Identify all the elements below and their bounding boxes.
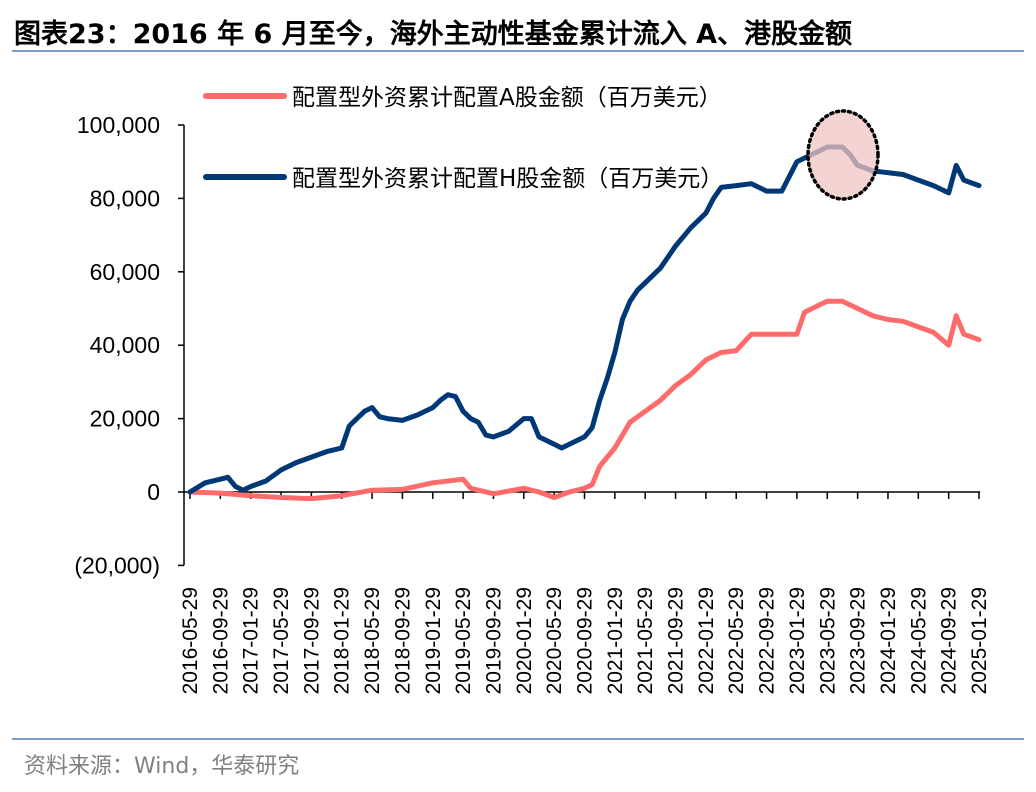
y-tick-label: 0 — [147, 479, 160, 505]
chart-title: 图表23：2016 年 6 月至今，海外主动性基金累计流入 A、港股金额 — [14, 19, 853, 50]
x-tick-label: 2025-01-29 — [968, 587, 991, 694]
x-tick-label: 2016-05-29 — [179, 587, 202, 694]
x-tick-label: 2018-09-29 — [391, 587, 414, 694]
series-line-a-shares — [187, 298, 982, 502]
y-tick-label: 100,000 — [77, 112, 160, 138]
x-tick-label: 2021-09-29 — [665, 587, 688, 694]
x-tick-label: 2020-01-29 — [513, 587, 536, 694]
x-tick-label: 2019-01-29 — [422, 587, 445, 694]
y-tick-label: 60,000 — [90, 259, 160, 285]
source-note: 资料来源：Wind，华泰研究 — [24, 754, 300, 779]
x-tick-label: 2018-01-29 — [331, 587, 354, 694]
x-tick-label: 2020-09-29 — [574, 587, 597, 694]
x-tick-label: 2023-01-29 — [786, 587, 809, 694]
x-tick-label: 2022-05-29 — [725, 587, 748, 694]
highlight-ellipse — [806, 109, 880, 201]
legend-label: 配置型外资累计配置H股金额（百万美元） — [292, 166, 723, 192]
x-tick-label: 2021-01-29 — [604, 587, 627, 694]
x-tick-label: 2017-09-29 — [300, 587, 323, 694]
x-tick-label: 2024-01-29 — [877, 587, 900, 694]
x-tick-label: 2022-09-29 — [756, 587, 779, 694]
x-tick-label: 2017-05-29 — [270, 587, 293, 694]
y-tick-label: 40,000 — [90, 332, 160, 358]
x-tick-label: 2024-09-29 — [938, 587, 961, 694]
x-tick-label: 2017-01-29 — [240, 587, 263, 694]
y-tick-label: 20,000 — [90, 406, 160, 432]
x-tick-label: 2019-09-29 — [482, 587, 505, 694]
x-tick-label: 2020-05-29 — [543, 587, 566, 694]
series-line-h-shares — [187, 144, 982, 495]
y-tick-label: (20,000) — [74, 552, 160, 578]
y-tick-label: 80,000 — [90, 185, 160, 211]
x-tick-label: 2024-05-29 — [907, 587, 930, 694]
x-tick-label: 2016-09-29 — [209, 587, 232, 694]
x-tick-label: 2018-05-29 — [361, 587, 384, 694]
x-tick-label: 2023-05-29 — [816, 587, 839, 694]
legend-label: 配置型外资累计配置A股金额（百万美元） — [292, 85, 722, 111]
x-tick-label: 2019-05-29 — [452, 587, 475, 694]
x-tick-label: 2022-01-29 — [695, 587, 718, 694]
x-tick-label: 2021-05-29 — [634, 587, 657, 694]
x-tick-label: 2023-09-29 — [847, 587, 870, 694]
